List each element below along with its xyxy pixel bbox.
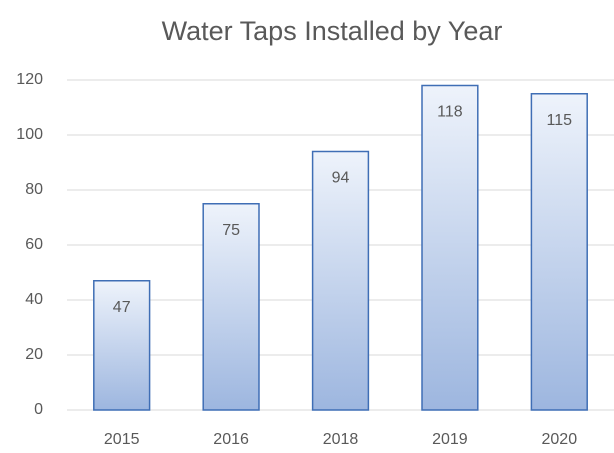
bar xyxy=(202,203,260,411)
x-tick-label: 2016 xyxy=(213,431,249,448)
bar xyxy=(530,93,588,411)
data-label: 115 xyxy=(547,112,573,129)
data-label: 75 xyxy=(222,222,240,239)
chart-title: Water Taps Installed by Year xyxy=(162,16,503,46)
y-tick-label: 80 xyxy=(25,181,43,198)
bar xyxy=(93,280,151,411)
x-tick-label: 2020 xyxy=(542,431,578,448)
y-tick-label: 20 xyxy=(25,346,43,363)
bar xyxy=(311,150,370,411)
y-tick-label: 120 xyxy=(16,71,43,88)
x-tick-label: 2015 xyxy=(104,431,140,448)
data-label: 47 xyxy=(113,299,131,316)
x-tick-label: 2019 xyxy=(432,431,468,448)
y-tick-label: 0 xyxy=(34,401,43,418)
data-label: 118 xyxy=(437,104,463,121)
y-tick-label: 40 xyxy=(25,291,43,308)
y-tick-label: 60 xyxy=(25,236,43,253)
bar xyxy=(421,84,479,411)
y-tick-label: 100 xyxy=(16,126,43,143)
x-tick-label: 2018 xyxy=(323,431,359,448)
data-label: 94 xyxy=(332,170,350,187)
